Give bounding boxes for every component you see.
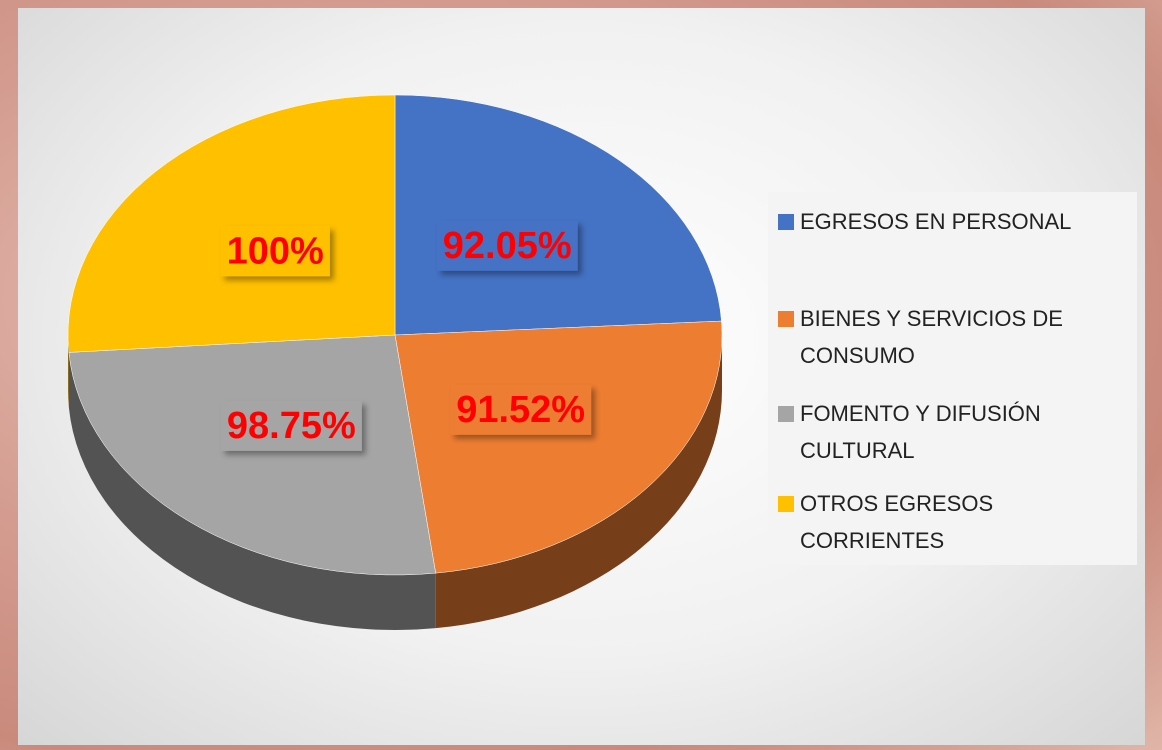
- legend-swatch: [778, 311, 794, 327]
- legend-label: FOMENTO Y DIFUSIÓN CULTURAL: [800, 401, 1041, 463]
- data-label: 100%: [227, 230, 324, 272]
- slice: [67, 94, 396, 353]
- legend-swatch: [778, 214, 794, 230]
- legend-label: OTROS EGRESOS CORRIENTES: [800, 491, 994, 553]
- slice-side: [68, 335, 69, 408]
- data-label: 91.52%: [456, 389, 585, 431]
- slice: [394, 320, 723, 574]
- data-label-box: [450, 384, 592, 435]
- slice-side: [68, 352, 436, 631]
- legend: EGRESOS EN PERSONAL BIENES Y SERVICIOS DE…: [768, 192, 1137, 565]
- data-label: 98.75%: [227, 405, 356, 447]
- data-label-box: [436, 220, 578, 271]
- legend-label: BIENES Y SERVICIOS DE CONSUMO: [800, 306, 1063, 368]
- data-label: 92.05%: [443, 225, 572, 267]
- data-label-box: [220, 226, 330, 277]
- legend-swatch: [778, 496, 794, 512]
- slice: [68, 334, 436, 576]
- legend-swatch: [778, 406, 794, 422]
- slice-side: [435, 335, 722, 629]
- slice: [394, 94, 722, 336]
- data-label-box: [220, 400, 362, 451]
- legend-label: EGRESOS EN PERSONAL: [800, 209, 1072, 234]
